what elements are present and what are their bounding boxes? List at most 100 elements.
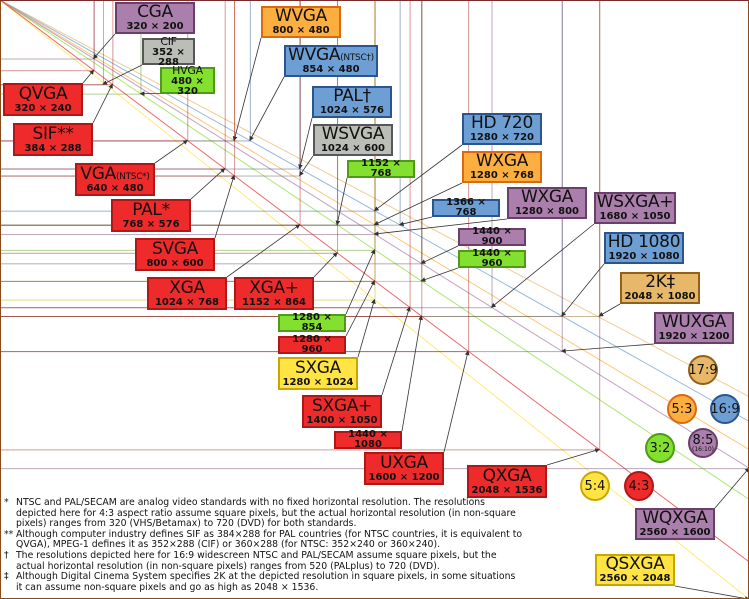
resolution-dimensions: 1280 × 720 <box>469 132 535 143</box>
resolution-name-text: WSVGA <box>321 124 385 144</box>
resolution-name: WXGA <box>476 153 528 170</box>
resolution-dimensions: 352 × 288 <box>152 46 185 68</box>
pointer-arrow <box>357 298 376 358</box>
resolution-name-text: SXGA <box>294 357 342 378</box>
resolution-name-text: HD 720 <box>471 113 533 133</box>
resolution-suffix: (NTSC*) <box>115 171 150 182</box>
resolution-label: 1280 × 854 <box>278 313 346 333</box>
resolution-name: SXGA+ <box>312 397 372 415</box>
pointer-arrow <box>214 174 236 239</box>
resolution-label: 1440 × 960 <box>458 248 526 269</box>
resolution-name: QVGA <box>19 85 68 103</box>
resolution-dimensions: 1152 × 768 <box>361 158 401 179</box>
resolution-dimensions: 640 × 480 <box>86 182 144 194</box>
pointer-arrow <box>490 223 595 308</box>
aspect-ratio-label: 5:3 <box>671 401 693 417</box>
resolution-name: QSXGA <box>605 556 664 573</box>
footnote-mark: † <box>4 549 9 561</box>
resolution-dimensions: 854 × 480 <box>302 64 360 75</box>
resolution-name: WXGA <box>521 189 573 206</box>
resolution-dimensions: 1680 × 1050 <box>599 211 671 222</box>
pointer-arrow <box>102 64 143 85</box>
footnote-text: Although computer industry defines SIF a… <box>16 528 523 551</box>
pointer-arrow <box>345 280 375 337</box>
resolution-dimensions: 320 × 240 <box>14 102 72 114</box>
resolution-label: QVGA 320 × 240 <box>3 83 83 116</box>
resolution-label: SIF** 384 × 288 <box>13 123 93 156</box>
resolution-name: QXGA <box>482 465 532 486</box>
footnote-mark: ‡ <box>4 571 9 583</box>
resolution-name-text: SVGA <box>151 238 199 259</box>
pointer-arrow <box>82 69 95 84</box>
footnote: † The resolutions depicted here for 16:9 … <box>4 549 524 572</box>
pointer-arrow <box>561 263 605 317</box>
resolution-name: VGA(NTSC*) <box>80 163 150 184</box>
aspect-ratio-sublabel: (16:10) <box>692 445 714 453</box>
resolution-name-text: WXGA <box>475 151 529 171</box>
pointer-arrow <box>373 218 508 236</box>
resolution-label: CIF 352 × 288 <box>142 36 195 68</box>
pointer-arrow <box>560 343 655 354</box>
aspect-ratio-label: 16:9 <box>710 401 740 417</box>
resolution-dimensions: 1920 × 1080 <box>608 251 680 262</box>
aspect-ratio-badge: 8:5 (16:10) <box>688 428 718 458</box>
resolution-dimensions: 1024 × 768 <box>154 296 220 308</box>
resolution-name: WSVGA <box>322 126 385 143</box>
resolution-name-text: HVGA <box>172 63 203 77</box>
footnote-mark: ** <box>4 528 14 540</box>
pointer-arrow <box>373 182 463 226</box>
resolution-dimensions: 1024 × 600 <box>320 143 386 154</box>
aspect-ratio-badge: 3:2 <box>645 433 675 463</box>
resolution-label: HD 1080 1920 × 1080 <box>604 232 684 264</box>
aspect-ratio-badge: 4:3 <box>624 471 654 501</box>
resolution-dimensions: 1920 × 1200 <box>658 331 730 342</box>
pointer-arrow <box>443 350 470 453</box>
footnote: * NTSC and PAL/SECAM are analog video sta… <box>4 497 524 530</box>
resolution-name: HD 720 <box>471 115 533 132</box>
resolution-name-text: WXGA <box>520 187 574 207</box>
footnote: ‡ Although Digital Cinema System specifie… <box>4 571 524 593</box>
resolution-label: 1280 × 960 <box>278 335 346 355</box>
resolution-label: 1440 × 1080 <box>334 430 402 450</box>
resolution-name: HD 1080 <box>608 234 681 251</box>
pointer-arrow <box>546 448 600 466</box>
resolution-label: 1152 × 768 <box>347 158 415 179</box>
resolution-label: 1440 × 900 <box>458 227 526 247</box>
resolution-name-text: 2K‡ <box>645 272 675 292</box>
resolution-dimensions: 384 × 288 <box>24 142 82 154</box>
resolution-name-text: VGA <box>80 163 116 184</box>
pointer-arrow <box>381 306 411 396</box>
resolution-name-text: UXGA <box>380 452 428 473</box>
resolution-label: 2K‡ 2048 × 1080 <box>620 272 700 304</box>
resolution-name-text: CGA <box>137 2 173 22</box>
resolution-dimensions: 320 × 200 <box>126 21 184 32</box>
resolution-label: PAL† 1024 × 576 <box>312 86 392 118</box>
aspect-ratio-badge: 5:4 <box>580 471 610 501</box>
resolution-name: 2K‡ <box>645 274 675 291</box>
pointer-arrow <box>154 139 188 164</box>
pointer-arrow <box>674 585 749 599</box>
resolution-label: PAL* 768 × 576 <box>111 199 191 232</box>
resolution-name-text: WQXGA <box>642 508 708 528</box>
resolution-name: CGA <box>137 4 173 21</box>
resolution-label: SXGA 1280 × 1024 <box>278 357 358 390</box>
resolution-label: WVGA(NTSC†) 854 × 480 <box>284 45 378 77</box>
resolution-name-text: QXGA <box>482 465 532 486</box>
resolution-dimensions: 1440 × 960 <box>472 248 512 269</box>
resolution-label: HD 720 1280 × 720 <box>462 113 542 145</box>
resolution-dimensions: 2560 × 1600 <box>639 527 711 538</box>
resolution-label: SXGA+ 1400 × 1050 <box>302 395 382 428</box>
aspect-ratio-badge: 17:9 <box>688 355 718 385</box>
resolution-name: WSXGA+ <box>597 194 674 211</box>
resolution-label: WSVGA 1024 × 600 <box>313 124 393 156</box>
pointer-arrow <box>299 155 314 177</box>
pointer-arrow <box>249 76 285 142</box>
pointer-arrow <box>313 252 338 278</box>
resolution-dimensions: 1280 × 800 <box>514 206 580 217</box>
resolution-label: WSXGA+ 1680 × 1050 <box>594 192 676 224</box>
aspect-ratio-label: 4:3 <box>628 478 650 494</box>
resolution-label: WUXGA 1920 × 1200 <box>654 312 734 344</box>
resolution-dimensions: 1024 × 576 <box>319 105 385 116</box>
aspect-ratio-label: 8:5 <box>692 432 714 448</box>
